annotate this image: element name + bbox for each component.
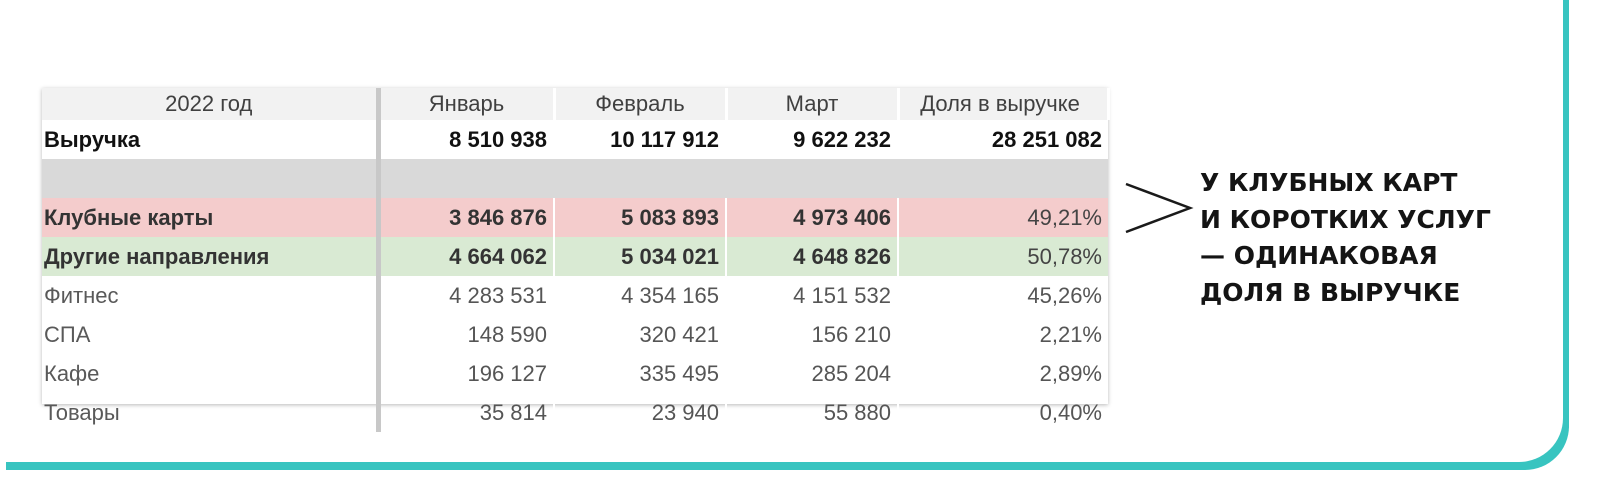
revenue-table: 2022 год Январь Февраль Март Доля в выру… <box>42 88 1110 432</box>
table-row: Фитнес 4 283 531 4 354 165 4 151 532 45,… <box>42 276 1108 315</box>
cell-january: 4 664 062 <box>378 237 555 276</box>
row-label: СПА <box>42 315 381 354</box>
row-label: Фитнес <box>42 276 381 315</box>
row-label: Выручка <box>42 120 381 159</box>
cell-march: 4 151 532 <box>726 276 899 315</box>
revenue-table-panel: 2022 год Январь Февраль Март Доля в выру… <box>42 88 1110 432</box>
table-row: Кафе 196 127 335 495 285 204 2,89% <box>42 354 1108 393</box>
table-row: Товары 35 814 23 940 55 880 0,40% <box>42 393 1108 432</box>
card-edge-accent <box>1563 0 1569 430</box>
annotation-text: У КЛУБНЫХ КАРТ И КОРОТКИХ УСЛУГ — ОДИНАК… <box>1200 165 1491 311</box>
cell-february: 335 495 <box>554 354 727 393</box>
cell-january: 35 814 <box>378 393 555 432</box>
annotation-line: И КОРОТКИХ УСЛУГ <box>1200 204 1491 234</box>
cell-february: 320 421 <box>554 315 727 354</box>
bracket-arrow-icon <box>1125 182 1194 234</box>
cell-february: 10 117 912 <box>554 120 727 159</box>
cell-share: 45,26% <box>1027 282 1102 308</box>
cell-share: 2,89% <box>1039 360 1102 386</box>
cell-february: 23 940 <box>554 393 727 432</box>
row-label: Кафе <box>42 354 381 393</box>
row-label: Другие направления <box>42 237 381 276</box>
cell-share: 49,21% <box>898 198 1108 237</box>
table-header-row: 2022 год Январь Февраль Март Доля в выру… <box>42 88 1110 120</box>
header-march: Март <box>726 88 900 120</box>
header-february: Февраль <box>554 88 728 120</box>
table-row-other-directions: Другие направления 4 664 062 5 034 021 4… <box>42 237 1108 276</box>
annotation-line: — ОДИНАКОВАЯ <box>1200 241 1438 270</box>
cell-march: 55 880 <box>726 393 899 432</box>
cell-march: 4 648 826 <box>726 237 899 276</box>
cell-share: 28 251 082 <box>991 126 1102 152</box>
cell-january: 196 127 <box>378 354 555 393</box>
annotation-line: У КЛУБНЫХ КАРТ <box>1200 168 1458 197</box>
table-row-club-cards: Клубные карты 3 846 876 5 083 893 4 973 … <box>42 198 1108 237</box>
cell-january: 8 510 938 <box>378 120 555 159</box>
cell-march: 285 204 <box>726 354 899 393</box>
header-revenue-share: Доля в выручке <box>898 88 1110 120</box>
table-row: СПА 148 590 320 421 156 210 2,21% <box>42 315 1108 354</box>
cell-january: 4 283 531 <box>378 276 555 315</box>
cell-march: 9 622 232 <box>726 120 899 159</box>
cell-february: 4 354 165 <box>554 276 727 315</box>
header-january: Январь <box>378 88 556 120</box>
cell-share: 2,21% <box>1039 321 1102 347</box>
cell-share: 50,78% <box>898 237 1108 276</box>
row-separator <box>42 159 1108 198</box>
cell-share: 0,40% <box>1039 399 1102 425</box>
cell-february: 5 034 021 <box>554 237 727 276</box>
annotation-line: ДОЛЯ В ВЫРУЧКЕ <box>1200 277 1461 307</box>
cell-january: 148 590 <box>378 315 555 354</box>
cell-february: 5 083 893 <box>554 198 727 237</box>
revenue-total-row: Выручка 8 510 938 10 117 912 9 622 232 2… <box>42 120 1108 159</box>
cell-january: 3 846 876 <box>378 198 555 237</box>
cell-march: 156 210 <box>726 315 899 354</box>
header-year: 2022 год <box>42 88 381 120</box>
row-label: Товары <box>42 393 381 432</box>
row-label: Клубные карты <box>42 198 381 237</box>
cell-march: 4 973 406 <box>726 198 899 237</box>
